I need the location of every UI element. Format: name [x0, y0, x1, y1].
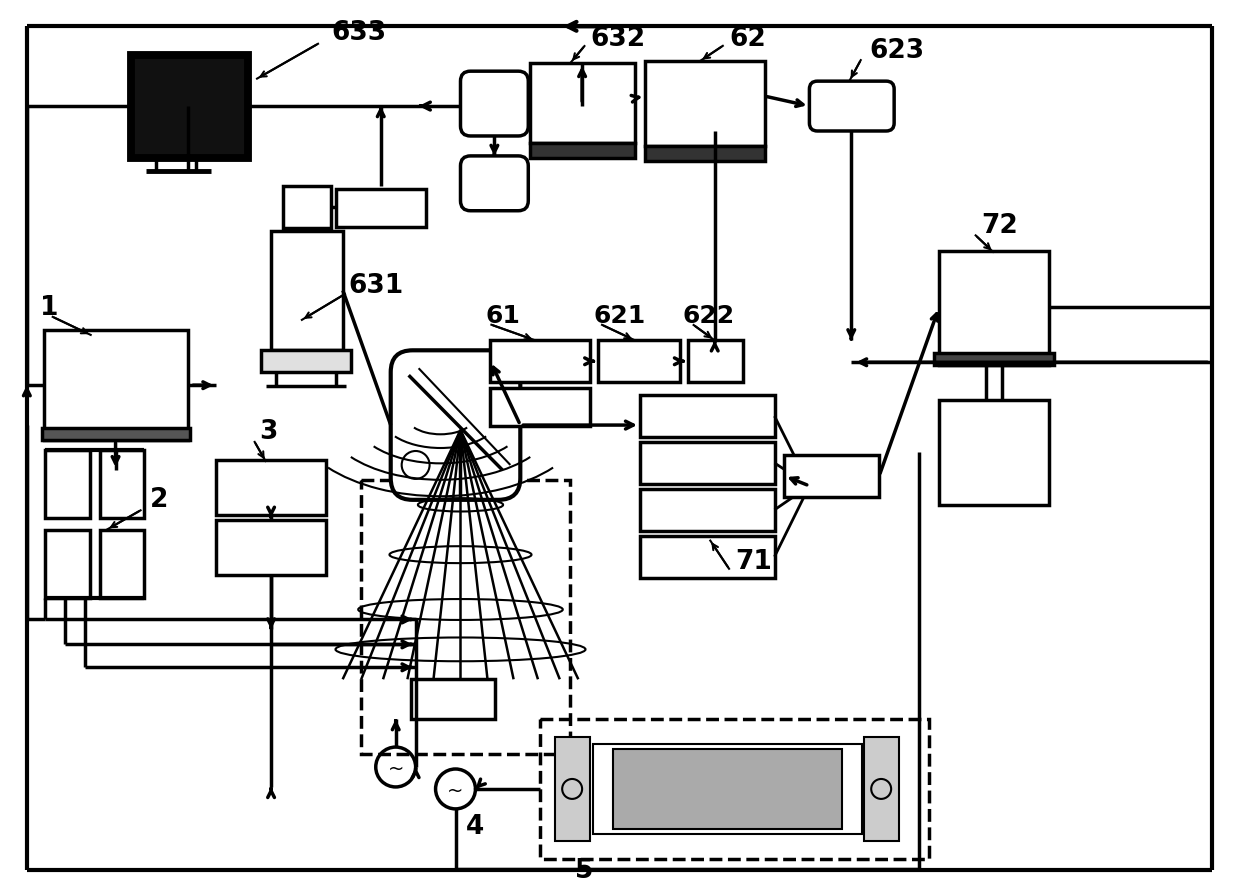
Text: 3: 3: [259, 419, 278, 445]
Bar: [99, 530, 145, 598]
Text: ~: ~: [447, 781, 463, 800]
Bar: [129, 53, 249, 159]
Bar: [271, 230, 343, 350]
Bar: [491, 388, 590, 426]
Text: 61: 61: [486, 305, 520, 329]
Text: 71: 71: [736, 548, 772, 574]
Bar: [688, 340, 742, 383]
Text: 631: 631: [349, 272, 404, 298]
Bar: [261, 350, 351, 372]
Bar: [639, 395, 774, 437]
Text: 623: 623: [870, 39, 924, 65]
FancyBboxPatch shape: [461, 71, 528, 136]
Bar: [45, 450, 89, 518]
Bar: [598, 340, 680, 383]
Bar: [639, 442, 774, 484]
Text: ~: ~: [388, 760, 404, 779]
Bar: [939, 251, 1048, 366]
Bar: [646, 61, 764, 146]
Bar: [865, 737, 900, 840]
Text: 2: 2: [150, 487, 167, 513]
Text: 633: 633: [331, 21, 387, 47]
Bar: [45, 530, 89, 598]
Text: 621: 621: [593, 305, 646, 329]
Bar: [639, 536, 774, 578]
FancyBboxPatch shape: [461, 156, 528, 211]
Bar: [99, 450, 145, 518]
Bar: [336, 189, 426, 227]
Bar: [217, 460, 326, 515]
Bar: [491, 340, 590, 383]
Text: 4: 4: [466, 814, 483, 840]
Bar: [934, 353, 1053, 366]
FancyBboxPatch shape: [390, 350, 520, 500]
Text: 1: 1: [40, 296, 58, 322]
Bar: [42, 428, 191, 440]
Bar: [217, 520, 326, 574]
Bar: [361, 480, 570, 754]
Bar: [639, 489, 774, 530]
Bar: [282, 185, 331, 228]
Bar: [555, 737, 590, 840]
Text: 622: 622: [683, 305, 735, 329]
Bar: [131, 56, 247, 156]
Bar: [530, 143, 634, 158]
Bar: [410, 679, 496, 719]
Bar: [593, 744, 862, 834]
Bar: [784, 455, 880, 497]
Bar: [530, 64, 634, 143]
Bar: [646, 146, 764, 161]
Bar: [540, 719, 929, 858]
Text: 632: 632: [590, 26, 646, 52]
Bar: [43, 331, 188, 440]
FancyBboxPatch shape: [809, 82, 895, 131]
Bar: [939, 401, 1048, 504]
Text: 62: 62: [730, 26, 767, 52]
Text: 72: 72: [981, 212, 1017, 238]
Text: 5: 5: [575, 857, 593, 883]
Bar: [613, 749, 843, 829]
